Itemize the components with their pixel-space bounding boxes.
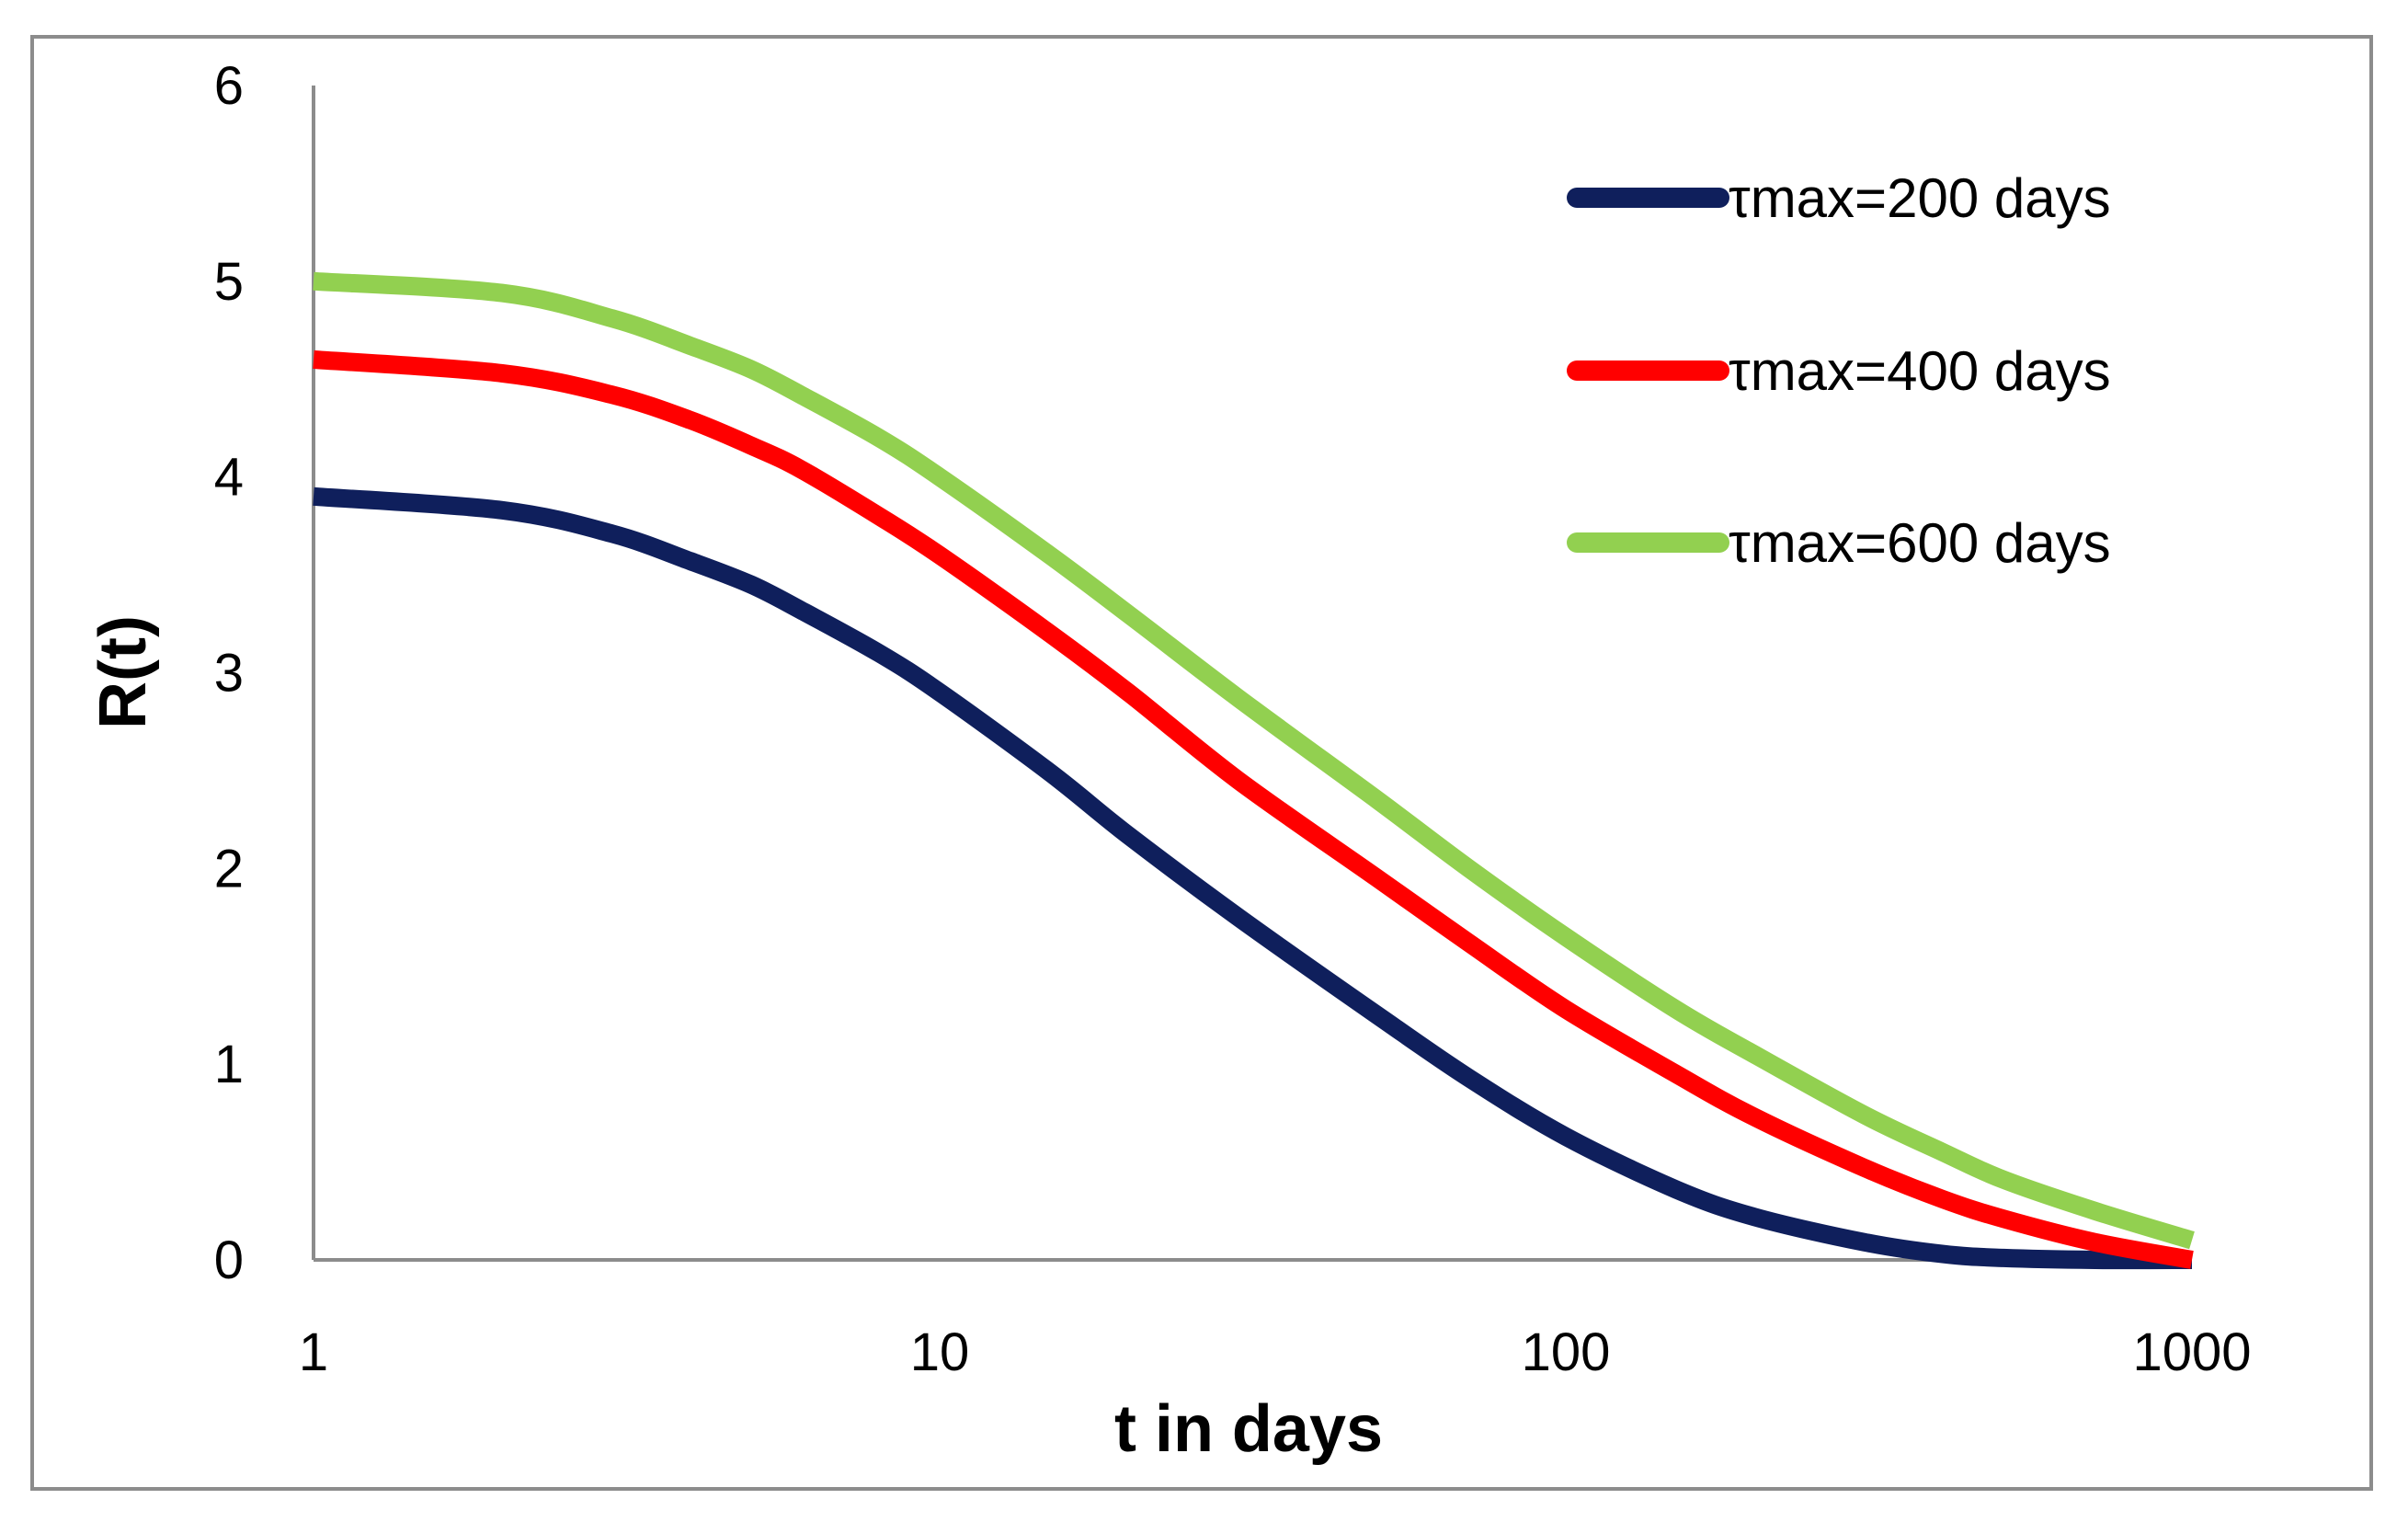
chart-axes xyxy=(312,86,2192,1262)
series-lines xyxy=(313,271,2195,1270)
y-axis-title: R(t) xyxy=(86,615,160,729)
y-tick-label: 2 xyxy=(214,839,244,898)
x-tick-labels: 1 10 100 1000 xyxy=(299,1322,2252,1382)
legend-label-1: τmax=200 days xyxy=(1729,167,2111,229)
y-tick-label: 1 xyxy=(214,1035,244,1094)
x-axis-title: t in days xyxy=(1114,1392,1383,1466)
x-tick-label: 100 xyxy=(1522,1322,1611,1382)
y-tick-label: 6 xyxy=(214,56,244,116)
x-tick-label: 1 xyxy=(299,1322,328,1382)
series-line-3 xyxy=(313,271,2195,1250)
y-tick-label: 4 xyxy=(214,448,244,508)
y-tick-labels: 0 1 2 3 4 5 6 xyxy=(214,56,244,1290)
legend: τmax=200 days τmax=400 days τmax=600 days xyxy=(1567,167,2111,574)
series-line-1 xyxy=(313,486,2193,1270)
legend-label-3: τmax=600 days xyxy=(1729,512,2111,574)
y-tick-label: 3 xyxy=(214,644,244,704)
legend-label-2: τmax=400 days xyxy=(1729,340,2111,402)
y-tick-label: 0 xyxy=(214,1230,244,1290)
x-tick-label: 1000 xyxy=(2132,1322,2251,1382)
series-line-2 xyxy=(313,350,2194,1269)
y-tick-label: 5 xyxy=(214,252,244,312)
x-tick-label: 10 xyxy=(910,1322,970,1382)
